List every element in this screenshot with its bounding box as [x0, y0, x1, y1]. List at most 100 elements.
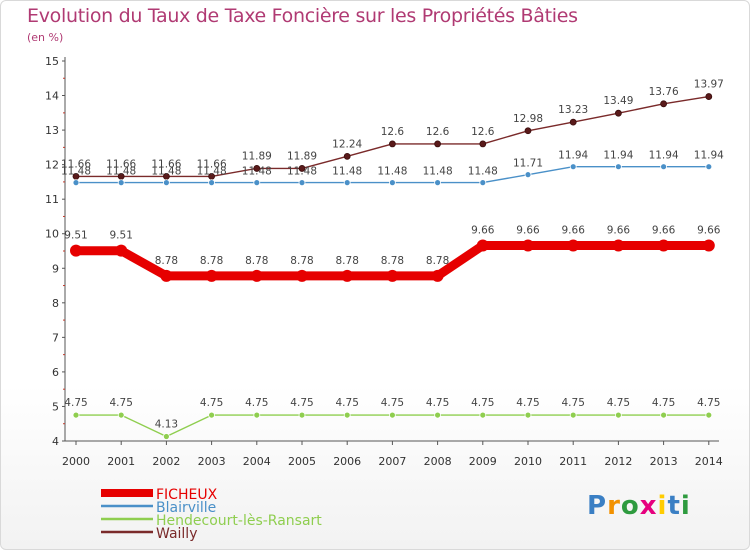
x-tick-label: 2005 [288, 455, 316, 468]
data-label: 11.48 [197, 166, 227, 178]
data-point [117, 179, 125, 187]
y-tick-label: 14 [45, 90, 59, 103]
data-label: 11.48 [423, 166, 453, 178]
data-label: 4.75 [290, 397, 313, 409]
data-point [117, 411, 125, 419]
data-point [253, 411, 261, 419]
data-point [253, 165, 261, 172]
data-label: 4.75 [471, 397, 494, 409]
x-tick-label: 2010 [514, 455, 542, 468]
data-label: 11.48 [151, 166, 181, 178]
data-label: 4.75 [426, 397, 449, 409]
chart-title: Evolution du Taux de Taxe Foncière sur l… [27, 5, 578, 27]
data-label: 4.13 [155, 419, 178, 431]
data-point [162, 433, 170, 440]
data-label: 8.78 [245, 255, 268, 267]
y-tick-label: 8 [52, 297, 59, 310]
legend-label: Blairville [156, 500, 216, 516]
data-label: 4.75 [64, 397, 87, 409]
data-point [434, 411, 442, 419]
data-label: 11.48 [61, 166, 91, 178]
y-tick-label: 13 [45, 124, 59, 137]
data-label: 9.66 [697, 224, 721, 236]
logo-letter: o [620, 491, 640, 521]
data-label: 4.75 [381, 397, 404, 409]
data-label: 8.78 [290, 255, 313, 267]
data-label: 8.78 [155, 255, 178, 267]
y-tick-label: 9 [52, 262, 59, 275]
data-label: 9.66 [652, 224, 676, 236]
data-point [569, 118, 577, 126]
data-point [524, 127, 532, 135]
data-point [705, 163, 713, 171]
data-point [70, 244, 82, 257]
data-point [208, 179, 216, 187]
data-label: 11.94 [694, 150, 724, 162]
legend-label: Wailly [156, 526, 197, 542]
data-label: 4.75 [607, 397, 630, 409]
proxiti-logo: Proxiti [587, 491, 691, 521]
data-label: 11.48 [242, 166, 272, 178]
data-point [615, 109, 622, 117]
data-label: 9.66 [607, 224, 631, 236]
data-label: 12.6 [471, 126, 495, 138]
data-point [434, 140, 442, 148]
data-label: 9.66 [562, 224, 586, 236]
data-point [160, 269, 173, 282]
data-label: 8.78 [381, 255, 404, 267]
x-tick-label: 2008 [424, 455, 452, 468]
data-label: 12.24 [332, 138, 362, 150]
y-tick-label: 11 [45, 193, 59, 206]
x-tick-label: 2009 [469, 455, 497, 468]
data-label: 11.66 [106, 158, 136, 170]
data-label: 12.98 [513, 113, 543, 125]
y-tick-label: 7 [52, 331, 59, 344]
data-label: 13.97 [694, 79, 724, 91]
x-tick-label: 2007 [378, 455, 406, 468]
y-tick-label: 15 [45, 55, 59, 68]
data-point [72, 411, 80, 419]
logo-letter: t [667, 491, 681, 521]
data-label: 13.76 [649, 86, 679, 98]
x-tick-label: 2002 [152, 455, 180, 468]
data-point [296, 269, 308, 282]
data-point [72, 179, 80, 187]
data-label: 4.75 [697, 397, 720, 409]
data-point [702, 239, 715, 252]
chart-subtitle: (en %) [27, 31, 64, 44]
data-point [524, 171, 532, 179]
x-tick-label: 2004 [243, 455, 271, 468]
data-point [705, 93, 713, 100]
data-label: 11.71 [513, 158, 543, 170]
data-point [162, 179, 170, 187]
data-point [386, 269, 399, 282]
data-label: 4.75 [516, 397, 539, 409]
data-point [615, 411, 622, 419]
data-point [569, 163, 577, 171]
data-point [343, 152, 351, 160]
data-point [208, 411, 216, 419]
data-point [479, 140, 487, 148]
data-point [388, 179, 396, 187]
x-tick-label: 2014 [695, 455, 723, 468]
data-point [476, 239, 489, 252]
data-label: 11.89 [287, 150, 317, 162]
data-label: 11.66 [197, 158, 227, 170]
x-tick-label: 2006 [333, 455, 361, 468]
data-point [657, 239, 670, 252]
data-point [524, 411, 532, 419]
y-tick-label: 5 [52, 400, 59, 413]
data-label: 11.94 [558, 150, 588, 162]
data-label: 11.89 [242, 150, 272, 162]
data-point [569, 411, 577, 419]
x-tick-label: 2013 [650, 455, 678, 468]
data-label: 11.48 [377, 166, 407, 178]
legend-label: FICHEUX [156, 487, 218, 503]
data-label: 4.75 [110, 397, 133, 409]
data-point [205, 269, 218, 282]
y-tick-label: 6 [52, 366, 59, 379]
data-point [660, 100, 667, 108]
data-point [343, 411, 351, 419]
data-point [567, 239, 580, 252]
